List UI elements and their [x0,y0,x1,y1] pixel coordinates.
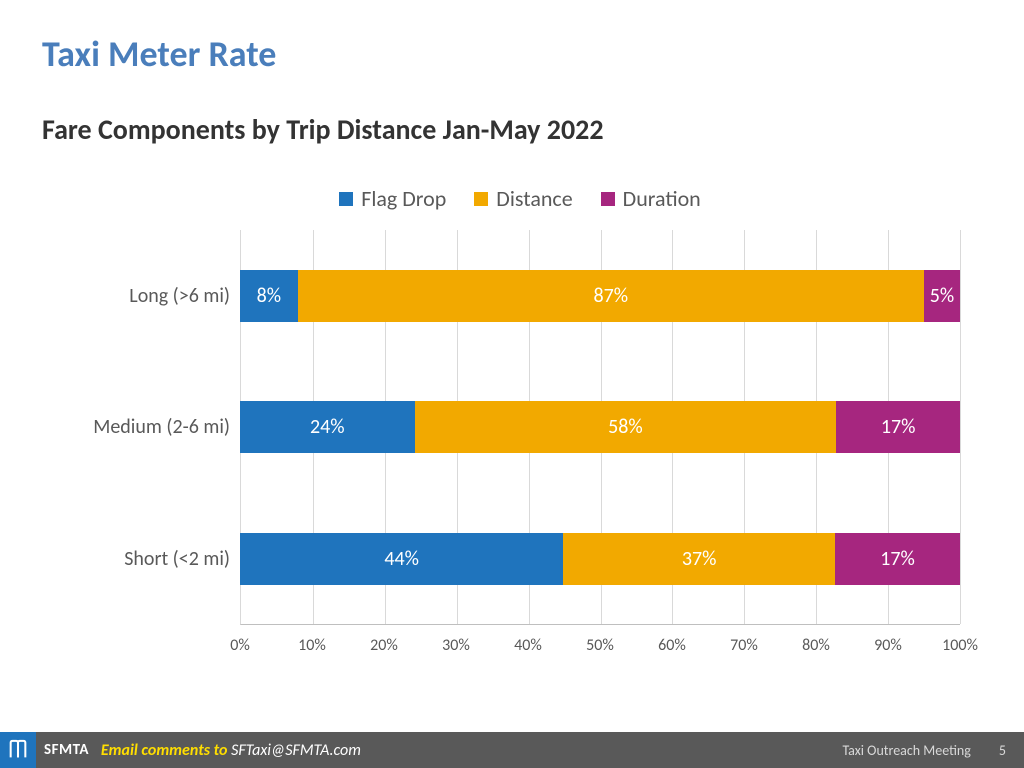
chart-subtitle: Fare Components by Trip Distance Jan-May… [42,112,604,147]
legend-item: Duration [601,185,701,212]
x-axis-label: 10% [298,636,326,655]
chart-legend: Flag Drop Distance Duration [80,185,960,212]
x-axis-labels: 0%10%20%30%40%50%60%70%80%90%100% [240,630,960,660]
sfmta-logo-icon [0,732,36,768]
x-axis-label: 100% [942,636,978,655]
y-axis-label: Medium (2-6 mi) [60,415,230,439]
bar-segment: 8% [240,270,298,322]
legend-label: Flag Drop [361,185,446,212]
legend-swatch-icon [601,192,615,206]
bar-segment: 5% [924,270,960,322]
x-axis-label: 70% [730,636,758,655]
footer-email-address: SFTaxi@SFMTA.com [231,741,361,760]
bar-segment: 24% [240,401,415,453]
x-axis-label: 50% [586,636,614,655]
chart-bars: 8%87%5%24%58%17%44%37%17% [240,230,960,625]
bar-row: 8%87%5% [240,270,960,322]
x-axis-label: 30% [442,636,470,655]
legend-swatch-icon [474,192,488,206]
legend-item: Flag Drop [339,185,446,212]
x-axis-label: 40% [514,636,542,655]
bar-segment: 44% [240,533,563,585]
x-axis-label: 20% [370,636,398,655]
fare-components-chart: Flag Drop Distance Duration Long (>6 mi)Me… [80,185,960,695]
bar-row: 24%58%17% [240,401,960,453]
legend-label: Duration [623,185,701,212]
x-axis-label: 0% [230,636,250,655]
chart-plot: Long (>6 mi)Medium (2-6 mi)Short (<2 mi)… [80,230,960,660]
bar-segment: 17% [835,533,960,585]
gridline [960,230,961,624]
bar-segment: 87% [298,270,924,322]
bar-row: 44%37%17% [240,533,960,585]
x-axis-label: 80% [802,636,830,655]
x-axis-label: 90% [874,636,902,655]
footer-meeting-name: Taxi Outreach Meeting [842,742,970,759]
legend-swatch-icon [339,192,353,206]
bar-segment: 37% [563,533,835,585]
y-axis-labels: Long (>6 mi) Medium (2-6 mi) Short (<2 mi) [60,230,230,625]
slide: Taxi Meter Rate Fare Components by Trip … [0,0,1024,768]
bar-segment: 17% [836,401,960,453]
footer-email: Email comments to SFTaxi@SFMTA.com [101,741,361,760]
footer-brand: SFMTA [44,741,89,759]
legend-item: Distance [474,185,572,212]
y-axis-label: Long (>6 mi) [60,284,230,308]
bar-segment: 58% [415,401,837,453]
footer-email-label: Email comments to [101,741,231,760]
legend-label: Distance [496,185,572,212]
page-title: Taxi Meter Rate [42,32,276,76]
x-axis-label: 60% [658,636,686,655]
footer-page-number: 5 [999,742,1006,759]
y-axis-label: Short (<2 mi) [60,547,230,571]
slide-footer: SFMTA Email comments to SFTaxi@SFMTA.com… [0,732,1024,768]
